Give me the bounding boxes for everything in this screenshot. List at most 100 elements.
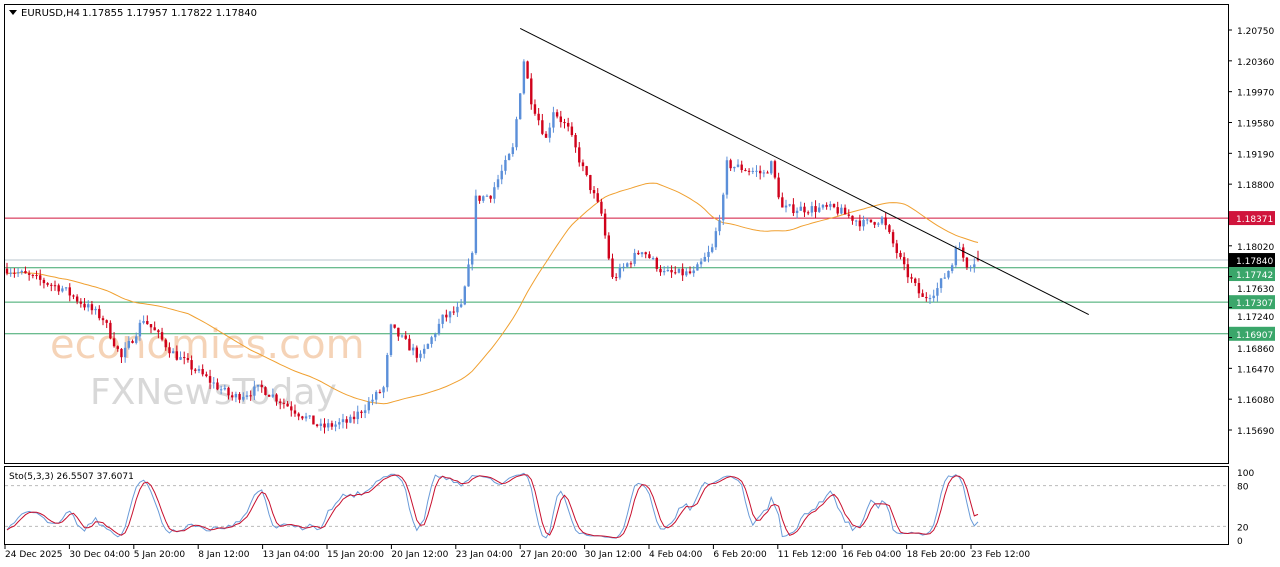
- candle-body: [434, 334, 437, 338]
- candle-body: [626, 263, 629, 267]
- candle-body: [98, 308, 101, 319]
- candle: [614, 273, 618, 282]
- collapse-triangle-icon[interactable]: [9, 10, 17, 15]
- candle-body: [758, 170, 762, 174]
- candle-body: [714, 231, 718, 248]
- candle-body: [146, 321, 149, 325]
- candle-body: [201, 369, 204, 375]
- candle: [965, 256, 969, 271]
- candle: [851, 215, 854, 225]
- candle: [334, 420, 337, 432]
- candle-body: [755, 170, 758, 172]
- candle-body: [175, 351, 179, 360]
- candle-body: [463, 286, 467, 305]
- candle: [899, 250, 902, 260]
- candle-body: [157, 330, 160, 333]
- candle-body: [271, 394, 275, 397]
- y-tick-label: 1.16470: [1237, 365, 1274, 375]
- candle-body: [190, 360, 193, 370]
- candle-body: [792, 204, 795, 214]
- candle-body: [445, 314, 448, 318]
- candle-body: [840, 207, 843, 214]
- candle-body: [600, 201, 603, 214]
- candle-body: [183, 357, 186, 359]
- candle-body: [747, 170, 751, 172]
- candle-body: [515, 119, 518, 148]
- candle: [138, 319, 142, 341]
- candle: [474, 189, 478, 255]
- candle: [895, 239, 898, 259]
- candle-body: [533, 104, 537, 114]
- candle-body: [518, 93, 522, 120]
- candle-body: [655, 257, 658, 269]
- candle-body: [592, 190, 596, 194]
- candle-body: [725, 160, 729, 195]
- candle: [456, 301, 459, 317]
- candle-body: [135, 336, 138, 343]
- candle: [301, 415, 304, 421]
- candle-body: [378, 391, 382, 393]
- candle: [338, 418, 341, 430]
- candle: [548, 122, 551, 143]
- candle: [9, 268, 12, 277]
- candle-body: [696, 264, 699, 271]
- candle: [175, 345, 179, 361]
- candle: [950, 263, 954, 274]
- candle: [231, 391, 234, 401]
- candle-body: [784, 205, 788, 208]
- candle-body: [83, 303, 86, 308]
- candle-body: [304, 416, 308, 419]
- candle: [238, 392, 241, 404]
- candle-body: [319, 423, 323, 426]
- candle-body: [437, 323, 441, 335]
- candle: [570, 122, 574, 137]
- candle-body: [902, 257, 906, 265]
- candle-body: [699, 261, 703, 265]
- candle-body: [493, 187, 496, 199]
- y-tick-label: 1.19190: [1237, 150, 1274, 160]
- candle-body: [408, 338, 411, 351]
- candle-body: [64, 287, 68, 289]
- candle-body: [718, 220, 721, 232]
- candle-body: [5, 268, 9, 274]
- y-tick-label: 1.20360: [1237, 58, 1274, 68]
- candle-body: [79, 301, 83, 304]
- candle-body: [766, 172, 769, 174]
- candle: [596, 188, 599, 204]
- y-tick-label: 1.15690: [1237, 427, 1274, 437]
- candle-body: [925, 296, 928, 299]
- candle-body: [53, 285, 57, 287]
- candle: [784, 199, 788, 213]
- candle-body: [94, 308, 97, 311]
- y-tick-label: 1.17630: [1237, 285, 1274, 295]
- moving-average-line: [6, 182, 979, 405]
- x-tick-label: 23 Feb 12:00: [971, 550, 1030, 560]
- candle-body: [482, 196, 485, 201]
- y-tick-label: 1.17240: [1237, 313, 1274, 323]
- candle: [349, 414, 352, 424]
- candle-body: [400, 335, 404, 337]
- candle-body: [205, 374, 208, 377]
- candle-body: [352, 416, 356, 420]
- candle-body: [120, 348, 123, 358]
- candle-body: [290, 406, 293, 411]
- candle-body: [921, 293, 924, 297]
- candle: [227, 386, 230, 400]
- y-tick-label: 1.16080: [1237, 396, 1274, 406]
- candle: [688, 266, 692, 275]
- candle-body: [231, 395, 234, 398]
- candle-body: [415, 347, 419, 358]
- trendline[interactable]: [519, 27, 1089, 316]
- candle-body: [282, 402, 286, 404]
- candle: [500, 164, 503, 185]
- candle-body: [459, 304, 463, 307]
- candle-body: [806, 212, 810, 214]
- x-tick-label: 6 Feb 20:00: [713, 550, 767, 560]
- candle: [552, 106, 555, 133]
- candle: [105, 319, 108, 329]
- candle: [197, 365, 201, 374]
- candle-body: [496, 179, 500, 188]
- candle: [954, 245, 958, 268]
